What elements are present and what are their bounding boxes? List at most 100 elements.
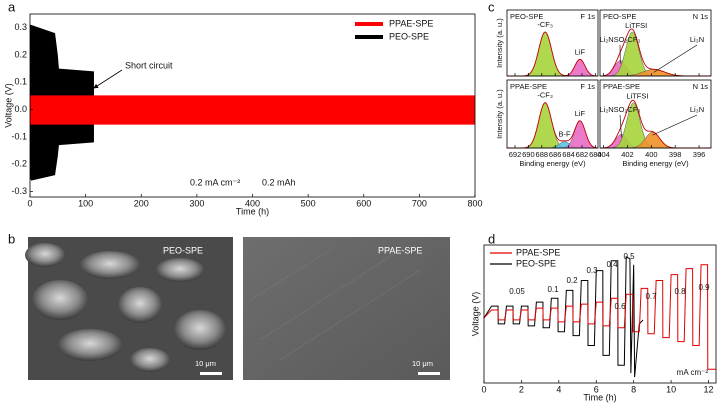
rate-label: 0.2 [566,276,578,285]
peak-label: Li₃N [690,105,704,114]
label-arrow [619,114,622,138]
annotation: Short circuit [125,60,173,70]
rate-label: 0.05 [509,287,525,296]
plot-frame [599,9,712,77]
voltage-line [483,256,644,378]
rate-label: 0.8 [674,287,686,296]
x-tick-label: 686 [549,150,562,159]
x-tick-label: 404 [597,150,610,159]
rate-label: 0.1 [547,285,559,294]
x-tick-label: 402 [621,150,634,159]
unit-label: mA cm⁻² [677,368,709,377]
legend-label: PEO-SPE [389,31,429,41]
rate-label: 0.7 [645,292,657,301]
x-axis-label: Binding energy (eV) [622,159,689,168]
peak-label: LiTFSI [626,92,648,101]
scale-bar-label: 10 μm [195,359,216,368]
x-tick-label: 800 [467,198,482,208]
peak-label: -CF₃ [537,91,553,100]
plot-frame [483,244,717,384]
x-axis-label: Time (h) [236,206,269,216]
core-level: F 1s [580,12,595,21]
panel-title: PPAE-SPE [510,82,547,91]
panel-label: c [488,0,495,14]
core-level: F 1s [580,82,595,91]
plot-frame [599,79,712,149]
x-tick-label: 4 [556,384,561,394]
core-level: N 1s [693,82,709,91]
x-tick-label: 0 [481,384,486,394]
x-axis-label: Binding energy (eV) [519,159,586,168]
panel-title: PEO-SPE [510,12,543,21]
peak-label: LiTFSI [625,21,647,30]
scale-bar-label: 10 μm [412,359,433,368]
x-tick-label: 690 [522,150,535,159]
rate-label: 0.5 [623,252,635,261]
x-tick-label: 8 [631,384,636,394]
rate-label: 0.9 [698,283,710,292]
x-tick-label: 200 [134,198,149,208]
x-tick-label: 682 [576,150,589,159]
legend-label: PEO-SPE [516,258,556,268]
x-tick-label: 12 [704,384,714,394]
peak-label: Li₂NSO₂CF₃ [600,105,641,114]
x-tick-label: 396 [693,150,706,159]
core-level: N 1s [693,12,709,21]
y-axis-label: Intensity (a. u.) [495,18,504,68]
plot-frame [506,9,599,77]
label-arrow [653,44,698,73]
peak-label: LiF [575,109,586,118]
x-tick-label: 600 [356,198,371,208]
image-label: PPAE-SPE [378,245,422,255]
x-tick-label: 0 [27,198,32,208]
x-tick-label: 300 [189,198,204,208]
panel-title: PEO-SPE [603,12,636,21]
x-tick-label: 100 [78,198,93,208]
x-tick-label: 6 [594,384,599,394]
annotation-arrow [93,69,123,89]
peak-label: B-F [558,130,571,139]
panel-title: PPAE-SPE [603,82,640,91]
y-tick-label: 0.0 [14,104,27,114]
x-tick-label: 2 [519,384,524,394]
y-tick-label: 0.3 [14,22,27,32]
y-tick-label: 0.1 [14,77,27,87]
sem-image: PPAE-SPE 10 μm [243,237,450,380]
x-tick-label: 500 [301,198,316,208]
peak-label: Li₂NSO₂CF₃ [600,35,641,44]
annotation: 0.2 mAh [262,177,296,187]
panel-label: b [8,231,15,246]
rate-label: 0.3 [586,266,598,275]
y-tick-label: -0.3 [11,186,27,196]
peak-label: LiF [575,47,586,56]
y-axis-label: Intensity (a. u.) [495,89,504,139]
annotation: 0.2 mA cm⁻² [190,177,240,187]
x-tick-label: 398 [669,150,682,159]
y-tick-label: -0.1 [11,131,27,141]
peak-label: Li₃N [690,35,704,44]
rate-label: 0.6 [614,302,626,311]
x-tick-label: 10 [666,384,676,394]
y-axis-label: Voltage (V) [470,292,480,337]
y-tick-label: 0.2 [14,49,27,59]
panel-label: a [8,0,16,14]
voltage-band [30,95,475,125]
voltage-line [483,264,716,370]
panel-label: d [488,231,495,246]
x-tick-label: 700 [412,198,427,208]
y-tick-label: -0.2 [11,159,27,169]
peak-label: -CF₃ [537,20,553,29]
x-tick-label: 400 [245,198,260,208]
x-tick-label: 400 [645,150,658,159]
x-tick-label: 684 [562,150,575,159]
x-tick-label: 680 [589,150,602,159]
legend-label: PPAE-SPE [516,247,560,257]
label-arrow [652,114,698,136]
legend-label: PPAE-SPE [389,18,433,28]
image-label: PEO-SPE [163,245,203,255]
x-tick-label: 692 [509,150,522,159]
rate-label: 0.4 [606,260,618,269]
y-axis-label: Voltage (V) [3,83,13,128]
x-axis-label: Time (h) [583,392,616,402]
